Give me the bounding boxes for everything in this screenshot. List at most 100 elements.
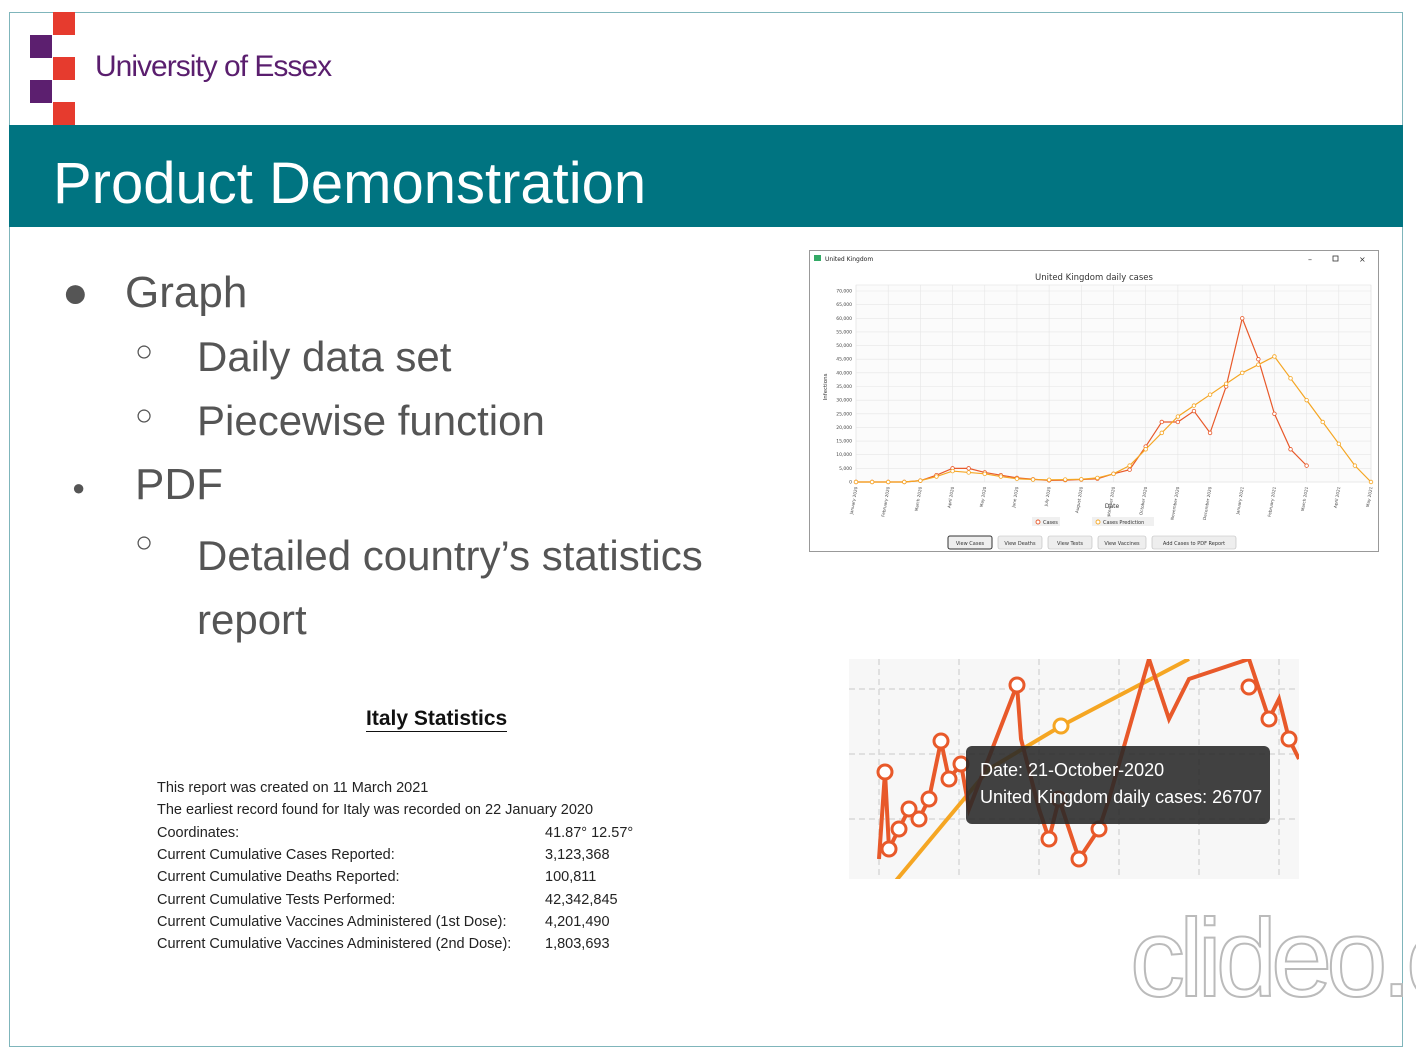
- x-tick-label: August 2020: [1074, 486, 1084, 513]
- legend-box: [1032, 517, 1060, 526]
- maximize[interactable]: [1332, 255, 1339, 262]
- button-label: Add Cases to PDF Report: [1163, 541, 1225, 547]
- data-point: [1175, 419, 1181, 425]
- button-face: [997, 535, 1043, 550]
- bullet: ○: [135, 526, 154, 559]
- x-tick-label: November 2020: [1170, 486, 1181, 520]
- data-point: [869, 479, 875, 485]
- button-face: [1151, 535, 1237, 550]
- data-point: [982, 471, 987, 477]
- y-tick-label: 55,000: [836, 329, 852, 335]
- legend-label: Cases: [1043, 520, 1058, 526]
- button[interactable]: View Cases: [947, 535, 993, 550]
- bullet: ○: [135, 399, 154, 432]
- x-tick-label: July 2020: [1043, 486, 1052, 507]
- y-tick-label: 15,000: [836, 439, 852, 445]
- report-value: 3,123,368: [545, 846, 610, 863]
- button[interactable]: Add Cases to PDF Report: [1151, 535, 1237, 550]
- data-point: [1352, 463, 1358, 468]
- button-face: [1047, 535, 1093, 550]
- bullet: ○: [135, 335, 154, 368]
- y-tick-label: 45,000: [836, 357, 852, 363]
- slide-title: Product Demonstration: [53, 151, 647, 216]
- report-line: This report was created on 11 March 2021: [157, 780, 429, 796]
- button[interactable]: View Deaths: [997, 535, 1043, 550]
- button-face: [1097, 535, 1147, 550]
- button-label: View Cases: [956, 541, 985, 547]
- data-point: [1288, 376, 1293, 381]
- y-tick-label: 30,000: [836, 398, 852, 404]
- data-point: [1256, 357, 1261, 362]
- y-tick-label: 0: [849, 480, 852, 486]
- button[interactable]: View Vaccines: [1097, 535, 1147, 550]
- button-label: View Vaccines: [1104, 541, 1140, 547]
- data-point: [853, 479, 859, 485]
- data-point: [1191, 408, 1197, 414]
- minimize[interactable]: –: [1308, 255, 1312, 264]
- data-point: [1095, 475, 1100, 481]
- logo-text: University of Essex: [95, 50, 332, 83]
- bullet-text: PDF: [135, 460, 223, 509]
- x-tick-label: February 2021: [1267, 486, 1277, 517]
- report-label: Current Cumulative Deaths Reported:: [157, 869, 400, 886]
- report-label: Coordinates:: [157, 824, 240, 841]
- x-tick-label: December 2020: [1202, 486, 1213, 520]
- data-point: [1046, 477, 1052, 483]
- x-tick-label: September 2020: [1105, 486, 1116, 522]
- data-point: [1207, 392, 1213, 397]
- button-label: View Deaths: [1004, 541, 1036, 547]
- data-point: [1240, 370, 1245, 376]
- report-label: Current Cumulative Cases Reported:: [157, 846, 395, 863]
- data-point: [1256, 362, 1261, 367]
- data-point: [1127, 467, 1132, 472]
- y-tick-label: 65,000: [836, 302, 852, 308]
- y-tick-label: 50,000: [836, 343, 852, 349]
- data-point: [934, 474, 939, 479]
- y-tick-label: 35,000: [836, 384, 852, 390]
- report-value: 1,803,693: [545, 936, 610, 953]
- logo-mark: [30, 12, 76, 125]
- bullet: ●: [72, 475, 86, 500]
- legend-box: [1092, 517, 1154, 526]
- report-title: Italy Statistics: [366, 707, 508, 732]
- title-band: [9, 125, 1403, 227]
- data-point: [1014, 476, 1020, 481]
- report-label: Current Cumulative Vaccines Administered…: [157, 936, 512, 953]
- report-value: 42,342,845: [545, 891, 618, 908]
- x-tick-label: April 2021: [1333, 486, 1342, 508]
- x-tick-label: February 2020: [880, 486, 890, 517]
- x-tick-label: October 2020: [1138, 486, 1148, 516]
- y-tick-label: 70,000: [836, 289, 852, 295]
- bullet-text: Daily data set: [197, 333, 452, 380]
- tooltip-date: Date: 21-October-2020: [980, 760, 1165, 780]
- y-axis-label: Infections: [823, 373, 829, 400]
- tooltip-value: United Kingdom daily cases: 26707: [980, 787, 1263, 807]
- y-tick-label: 40,000: [836, 370, 852, 376]
- report-line: The earliest record found for Italy was …: [157, 802, 594, 819]
- data-point: [1159, 419, 1164, 425]
- button[interactable]: View Tests: [1047, 535, 1093, 550]
- slide-frame: [9, 12, 1403, 1047]
- data-point: [1191, 403, 1197, 408]
- chart-title: United Kingdom daily cases: [1035, 273, 1154, 283]
- y-tick-label: 20,000: [836, 425, 852, 431]
- x-tick-label: March 2020: [914, 486, 923, 512]
- x-tick-label: May 2020: [979, 486, 988, 508]
- data-point: [1079, 477, 1084, 482]
- data-point: [966, 466, 971, 471]
- window-icon: [814, 255, 821, 261]
- data-point: [885, 479, 891, 485]
- report-value: 100,811: [545, 869, 597, 886]
- chart: United Kingdom – × United Kingdom daily …: [814, 255, 1374, 550]
- data-point: [1288, 447, 1293, 452]
- data-point: [902, 479, 907, 485]
- data-point: [1304, 463, 1309, 468]
- data-point: [1143, 447, 1148, 452]
- x-tick-label: January 2021: [1235, 486, 1245, 516]
- close[interactable]: ×: [1359, 255, 1366, 264]
- data-point: [1240, 316, 1245, 321]
- report-value: 41.87° 12.57°: [545, 824, 634, 841]
- x-tick-label: April 2020: [946, 486, 955, 508]
- legend-marker: [1035, 519, 1041, 525]
